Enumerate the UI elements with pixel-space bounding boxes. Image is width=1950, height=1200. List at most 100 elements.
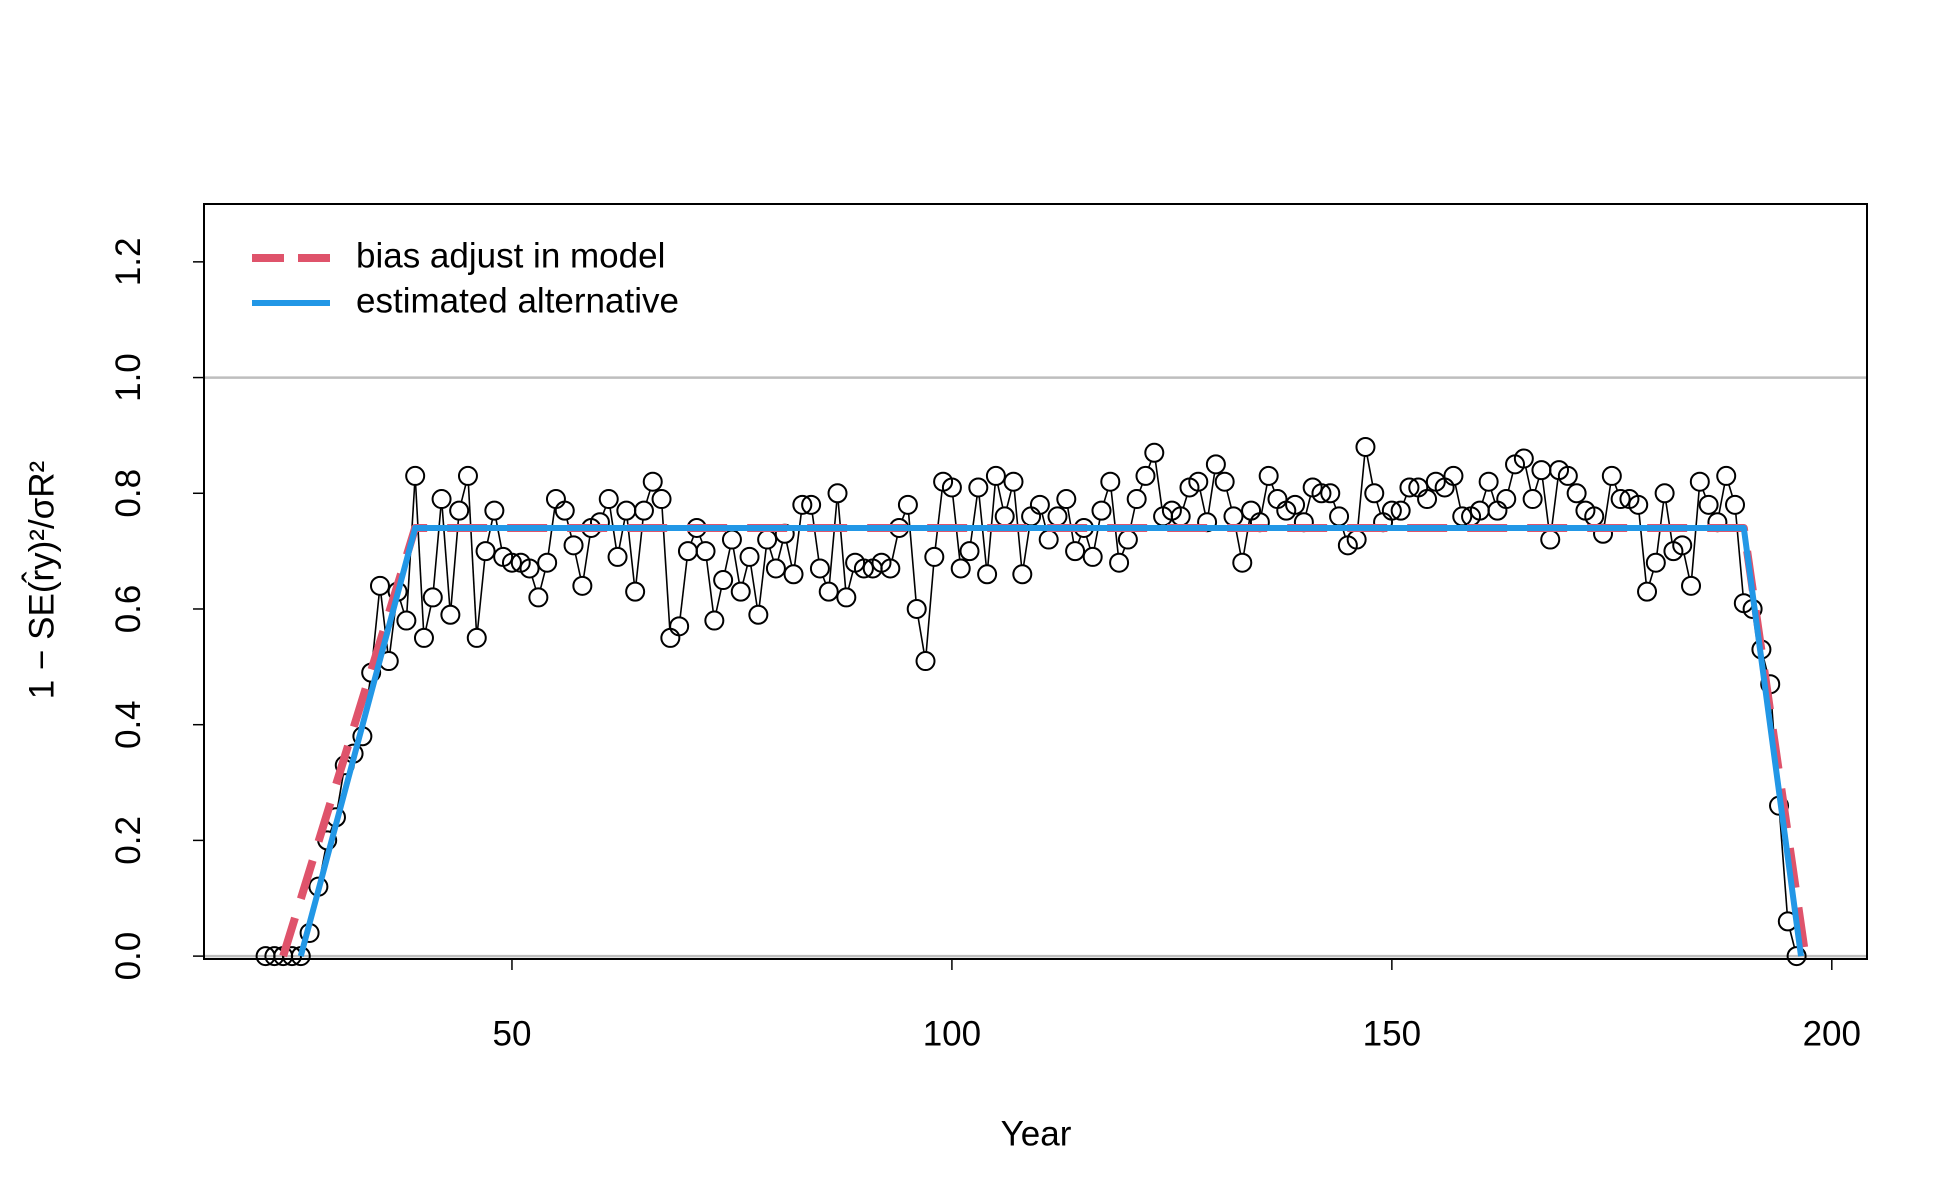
data-point xyxy=(906,598,927,619)
data-point xyxy=(1012,564,1033,585)
connector xyxy=(1356,455,1366,531)
connector xyxy=(1260,484,1268,514)
data-point xyxy=(616,500,637,521)
connector xyxy=(1403,495,1408,503)
y-tick-label: 0.4 xyxy=(109,700,148,749)
data-point xyxy=(757,529,778,550)
data-point xyxy=(1786,946,1807,967)
data-point xyxy=(651,489,672,510)
data-point xyxy=(1355,436,1376,457)
connector xyxy=(1481,490,1487,503)
connector xyxy=(1614,484,1619,491)
data-point xyxy=(501,552,522,573)
y-tick-label: 1.2 xyxy=(109,238,148,287)
data-point xyxy=(1689,471,1710,492)
connector xyxy=(450,519,460,606)
connector xyxy=(1702,489,1707,497)
connector xyxy=(1103,490,1109,503)
data-point xyxy=(950,558,971,579)
connector xyxy=(828,502,838,583)
connector xyxy=(1778,814,1788,913)
connector xyxy=(441,507,451,606)
connector xyxy=(467,484,478,629)
data-point xyxy=(713,570,734,591)
data-point xyxy=(413,627,434,648)
data-point xyxy=(1557,465,1578,486)
data-point xyxy=(721,529,742,550)
y-tick-label: 0.0 xyxy=(109,932,148,981)
data-point xyxy=(880,558,901,579)
data-point xyxy=(677,541,698,562)
data-point xyxy=(1205,454,1226,475)
data-point xyxy=(554,500,575,521)
data-point xyxy=(809,558,830,579)
data-point xyxy=(783,564,804,585)
connector xyxy=(715,588,723,612)
data-point xyxy=(1320,483,1341,504)
connector xyxy=(785,542,793,566)
data-point xyxy=(457,465,478,486)
connector xyxy=(531,576,537,590)
data-point xyxy=(633,500,654,521)
connector xyxy=(1603,484,1612,525)
connector xyxy=(1690,490,1700,577)
data-point xyxy=(1082,546,1103,567)
data-point xyxy=(475,541,496,562)
data-point xyxy=(924,546,945,567)
connector xyxy=(495,519,503,549)
data-point xyxy=(1364,483,1385,504)
connector xyxy=(1110,490,1119,554)
data-point xyxy=(545,489,566,510)
data-point xyxy=(1029,494,1050,515)
data-point xyxy=(440,604,461,625)
connector xyxy=(1147,460,1152,468)
connector xyxy=(645,490,651,503)
connector xyxy=(742,565,749,584)
data-point xyxy=(1522,489,1543,510)
connector xyxy=(1154,461,1163,508)
data-point xyxy=(1628,494,1649,515)
data-point xyxy=(1487,500,1508,521)
data-point xyxy=(484,500,505,521)
data-point xyxy=(1610,489,1631,510)
data-point xyxy=(369,575,390,596)
connector xyxy=(1524,467,1532,491)
data-point xyxy=(1637,581,1658,602)
data-point xyxy=(1496,489,1517,510)
data-point xyxy=(1109,552,1130,573)
data-point xyxy=(1566,483,1587,504)
series-line xyxy=(279,523,1810,958)
data-point xyxy=(977,564,998,585)
connector xyxy=(1454,484,1462,508)
data-point xyxy=(1645,552,1666,573)
data-point xyxy=(1267,489,1288,510)
data-point xyxy=(1091,500,1112,521)
plot-frame xyxy=(203,203,1868,960)
connector xyxy=(336,773,345,809)
data-point xyxy=(431,489,452,510)
data-point xyxy=(1311,483,1332,504)
connector xyxy=(901,512,906,520)
data-point xyxy=(625,581,646,602)
data-point xyxy=(1725,494,1746,515)
data-point xyxy=(1258,465,1279,486)
data-point xyxy=(853,558,874,579)
data-point xyxy=(1223,506,1244,527)
connector xyxy=(1490,490,1496,503)
connector xyxy=(732,548,741,583)
data-point xyxy=(1188,471,1209,492)
data-point xyxy=(607,546,628,567)
data-point xyxy=(1038,529,1059,550)
x-tick-label: 100 xyxy=(923,1014,981,1053)
connector xyxy=(969,496,978,543)
data-point xyxy=(1513,448,1534,469)
data-point xyxy=(1047,506,1068,527)
data-point xyxy=(519,558,540,579)
data-point xyxy=(563,535,584,556)
data-point xyxy=(1443,465,1464,486)
data-point xyxy=(669,616,690,637)
connector xyxy=(793,513,802,566)
data-point xyxy=(1478,471,1499,492)
data-point xyxy=(748,604,769,625)
connector xyxy=(724,548,731,572)
